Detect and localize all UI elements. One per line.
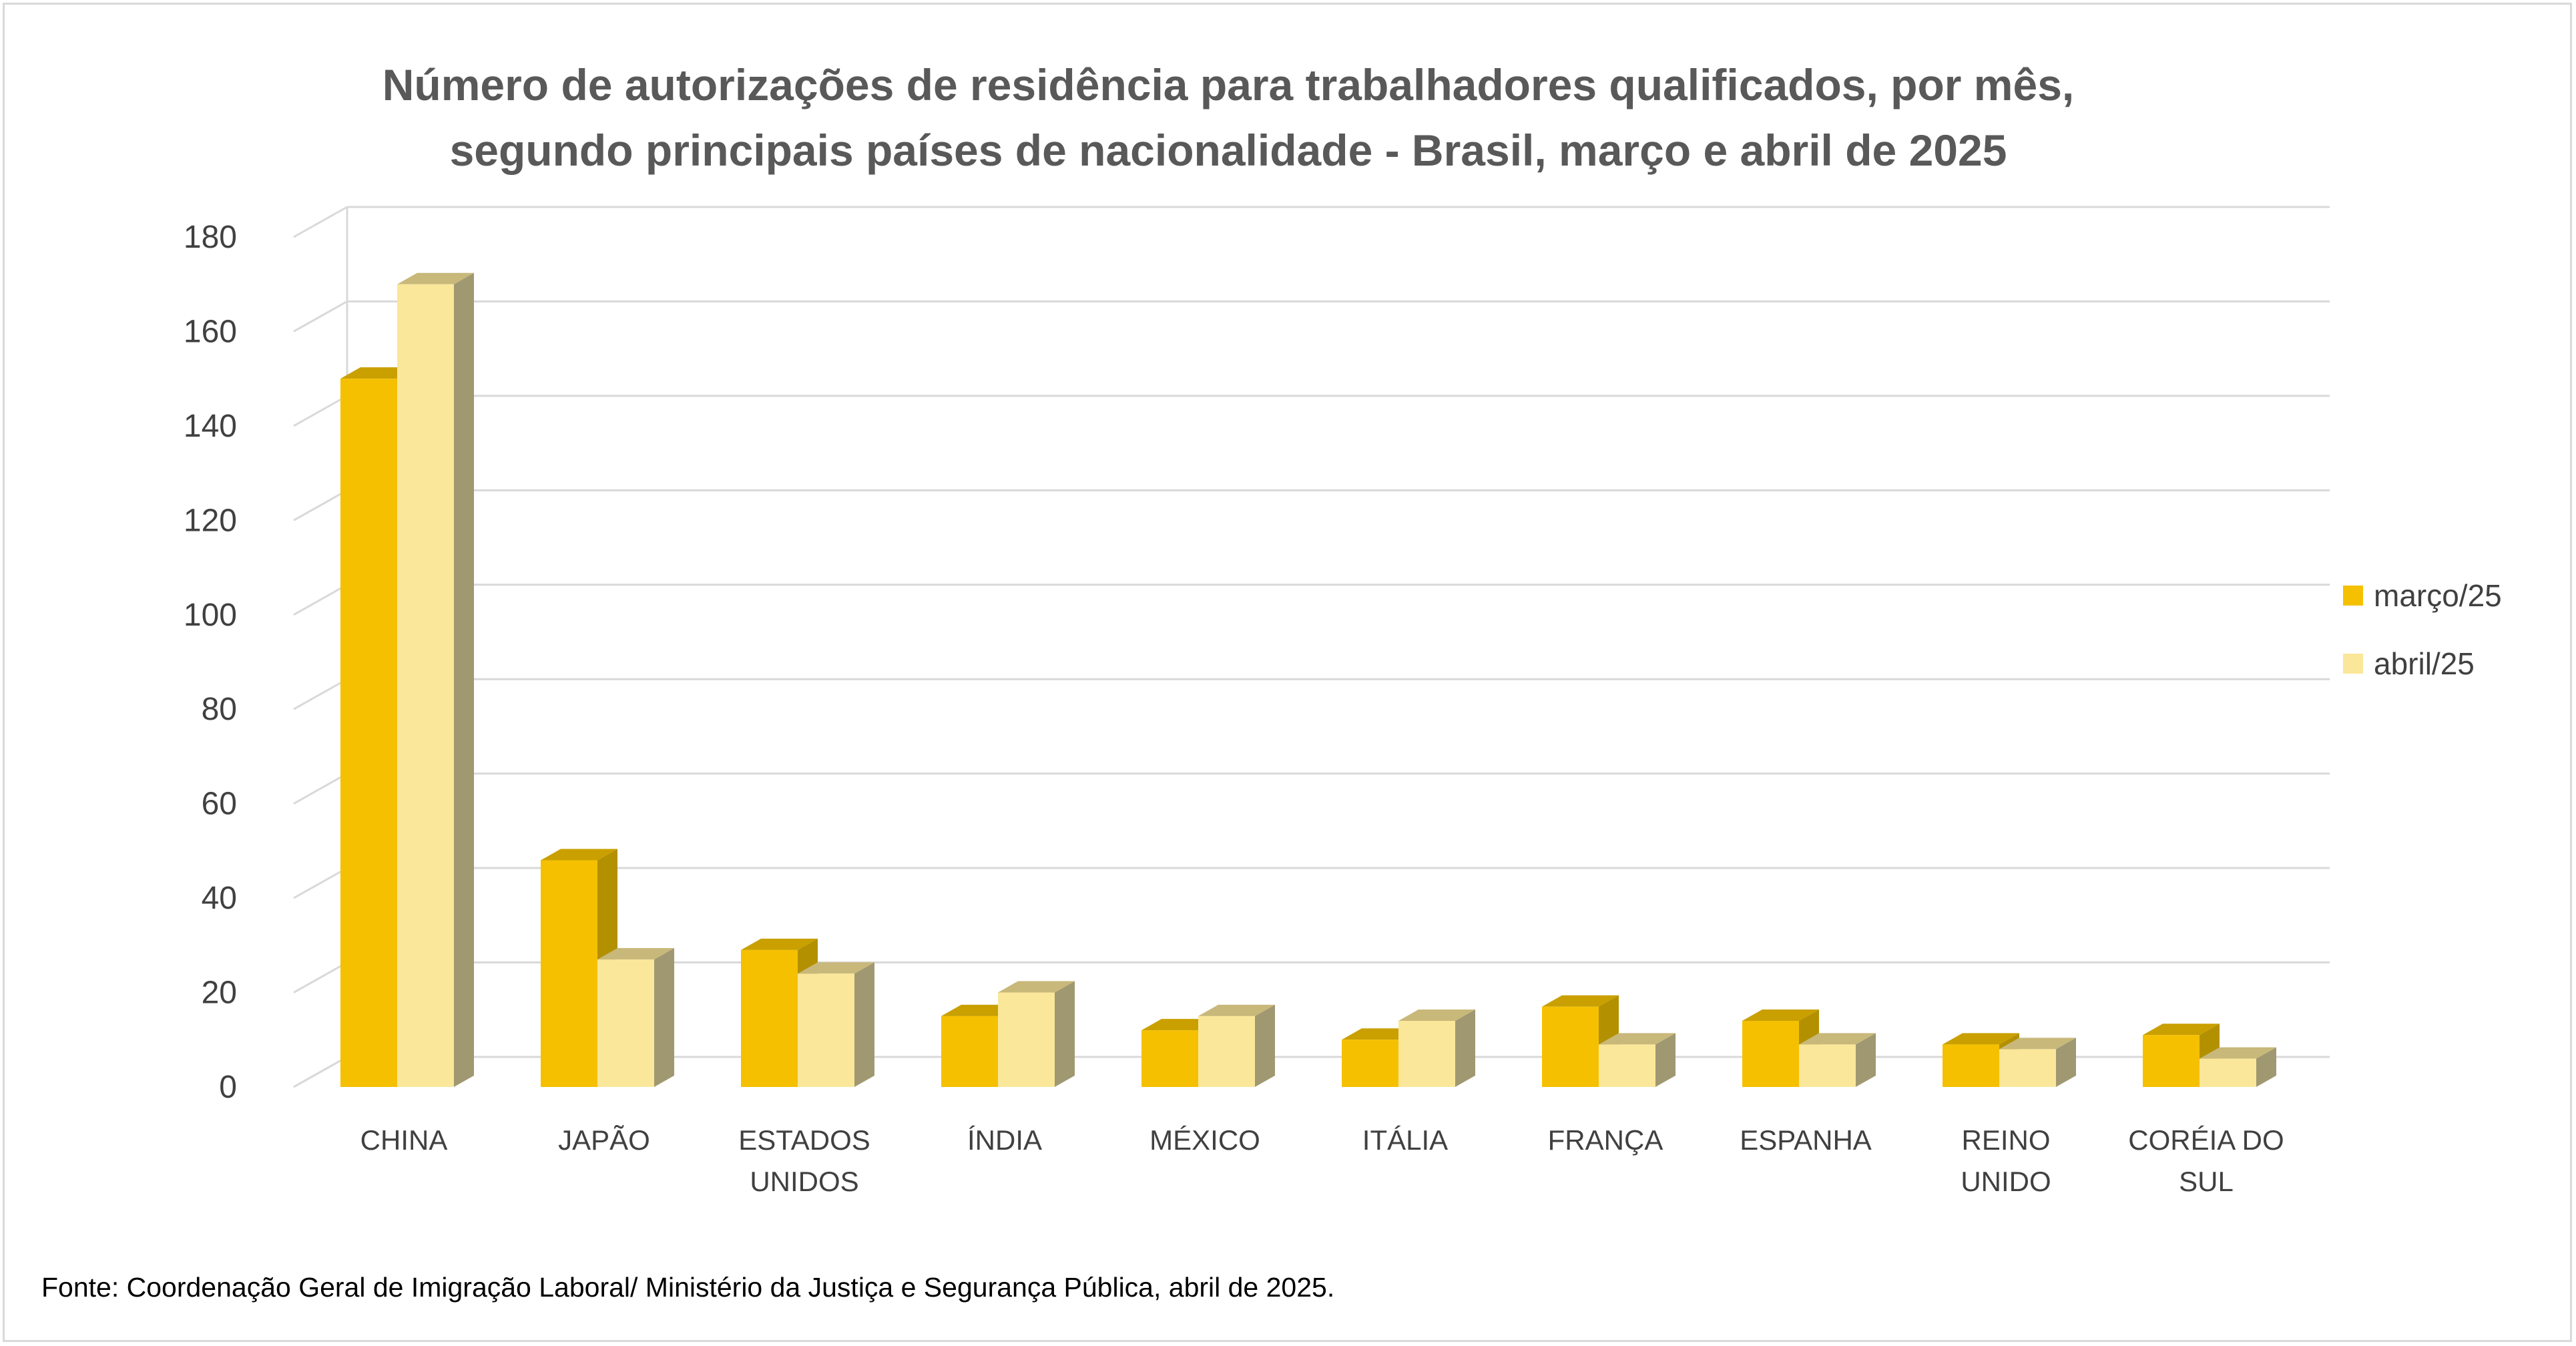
chart-title: Número de autorizações de residência par… (0, 52, 2457, 183)
legend-label-marco: março/25 (2374, 578, 2502, 613)
source-note: Fonte: Coordenação Geral de Imigração La… (41, 1272, 1335, 1303)
bar-india-marco (941, 1016, 998, 1087)
x-tick-label-italia: ITÁLIA (1362, 1124, 1448, 1156)
bar-franca-marco (1542, 1006, 1599, 1087)
y-tick-label-20: 20 (202, 975, 237, 1011)
gridline-depth-0 (293, 1056, 348, 1088)
legend-swatch-abril (2343, 654, 2363, 674)
legend-item-marco: março/25 (2343, 576, 2502, 616)
bar-china-marco (340, 379, 397, 1087)
bar-reino-unido-marco (1943, 1044, 1999, 1087)
bar-top-espanha-abril (1799, 1033, 1876, 1045)
x-tick-label-coreia-do-sul-line-2: SUL (2179, 1166, 2234, 1197)
gridline-depth-20 (293, 961, 348, 993)
bar-top-italia-abril (1398, 1009, 1475, 1021)
gridline-depth-40 (293, 867, 348, 899)
bar-japao-abril (597, 959, 654, 1087)
bar-italia-abril (1398, 1020, 1455, 1087)
x-tick-label-estados-unidos-line-2: UNIDOS (750, 1166, 858, 1197)
x-tick-label-reino-unido-line-2: UNIDO (1961, 1166, 2051, 1197)
bar-espanha-marco (1742, 1020, 1799, 1087)
chart-legend: março/25 abril/25 (2343, 576, 2502, 712)
bar-top-espanha-marco (1742, 1009, 1819, 1021)
x-tick-label-espanha: ESPANHA (1740, 1124, 1872, 1156)
bar-top-reino-unido-marco (1943, 1033, 2019, 1045)
bar-top-coreia-do-sul-marco (2143, 1024, 2220, 1036)
bar-estados-unidos-abril (798, 973, 854, 1087)
x-tick-label-estados-unidos-line-1: ESTADOS (738, 1124, 870, 1156)
bar-coreia-do-sul-marco (2143, 1035, 2200, 1087)
legend-swatch-marco (2343, 586, 2363, 606)
bar-side-india-abril (1055, 981, 1075, 1087)
gridline-depth-180 (293, 206, 348, 238)
bar-coreia-do-sul-abril (2200, 1058, 2256, 1087)
gridline-depth-140 (293, 395, 348, 427)
bar-side-espanha-abril (1856, 1033, 1876, 1087)
bar-side-italia-abril (1455, 1009, 1475, 1087)
x-tick-label-reino-unido-line-1: REINO (1961, 1124, 2050, 1156)
bar-top-franca-abril (1599, 1033, 1676, 1045)
bar-italia-marco (1342, 1040, 1398, 1087)
bar-side-reino-unido-abril (2056, 1038, 2076, 1087)
chart-title-line-2: segundo principais países de nacionalida… (449, 126, 2007, 175)
y-tick-label-60: 60 (202, 787, 237, 822)
bar-side-estados-unidos-abril (854, 962, 874, 1087)
bar-side-japao-abril (654, 948, 674, 1087)
gridline-depth-120 (293, 489, 348, 521)
y-tick-label-120: 120 (184, 503, 237, 538)
bar-mexico-marco (1141, 1030, 1198, 1087)
y-tick-label-40: 40 (202, 881, 237, 916)
y-tick-label-100: 100 (184, 598, 237, 633)
bar-china-abril (397, 284, 454, 1088)
gridline-depth-80 (293, 678, 348, 710)
bar-top-estados-unidos-abril (798, 962, 874, 974)
bar-top-franca-marco (1542, 995, 1619, 1007)
legend-label-abril: abril/25 (2374, 646, 2475, 681)
x-tick-label-coreia-do-sul-line-1: CORÉIA DO (2128, 1124, 2284, 1156)
gridline-depth-160 (293, 300, 348, 332)
bar-top-coreia-do-sul-abril (2200, 1047, 2276, 1059)
gridline-depth-100 (293, 584, 348, 616)
bar-top-japao-abril (597, 948, 674, 960)
y-tick-label-180: 180 (184, 220, 237, 255)
bar-franca-abril (1599, 1044, 1655, 1087)
x-tick-label-india: ÍNDIA (967, 1124, 1042, 1156)
bar-side-china-abril (454, 272, 474, 1088)
gridline-depth-60 (293, 772, 348, 805)
bar-top-india-abril (998, 981, 1075, 993)
chart-frame (3, 3, 2572, 1342)
x-tick-label-mexico: MÉXICO (1149, 1124, 1260, 1156)
bar-side-mexico-abril (1255, 1004, 1275, 1087)
x-tick-label-japao: JAPÃO (558, 1124, 650, 1156)
bar-estados-unidos-marco (741, 949, 798, 1087)
bar-top-china-abril (397, 272, 474, 284)
bar-mexico-abril (1198, 1016, 1255, 1087)
bar-side-coreia-do-sul-abril (2256, 1047, 2276, 1087)
bar-top-mexico-abril (1198, 1004, 1275, 1016)
chart-title-line-1: Número de autorizações de residência par… (382, 60, 2075, 109)
x-tick-label-franca: FRANÇA (1548, 1124, 1663, 1156)
bar-reino-unido-abril (1999, 1049, 2056, 1087)
bar-top-estados-unidos-marco (741, 938, 818, 950)
y-tick-label-140: 140 (184, 409, 237, 444)
y-tick-label-160: 160 (184, 314, 237, 349)
y-tick-label-80: 80 (202, 692, 237, 727)
bar-top-japao-marco (541, 849, 617, 861)
bar-side-franca-abril (1655, 1033, 1676, 1087)
bar-india-abril (998, 992, 1055, 1087)
y-tick-label-0: 0 (219, 1070, 237, 1105)
bar-top-reino-unido-abril (1999, 1038, 2076, 1050)
bar-espanha-abril (1799, 1044, 1856, 1087)
bar-japao-marco (541, 860, 597, 1087)
legend-item-abril: abril/25 (2343, 644, 2502, 684)
x-tick-label-china: CHINA (360, 1124, 448, 1156)
